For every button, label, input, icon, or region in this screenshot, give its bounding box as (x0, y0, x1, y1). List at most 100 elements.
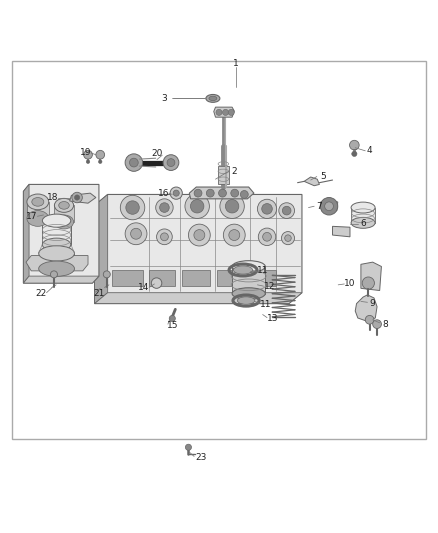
Circle shape (365, 316, 374, 324)
Text: 18: 18 (47, 193, 59, 202)
Circle shape (50, 271, 57, 278)
Circle shape (96, 150, 105, 159)
Text: 13: 13 (266, 314, 278, 324)
Bar (252, 270, 276, 286)
Circle shape (226, 199, 239, 213)
Text: 20: 20 (151, 149, 162, 158)
Text: 10: 10 (344, 279, 356, 288)
Circle shape (86, 160, 90, 164)
Circle shape (231, 189, 239, 197)
Polygon shape (23, 184, 99, 283)
Circle shape (194, 230, 205, 240)
Polygon shape (355, 295, 377, 321)
Text: 23: 23 (195, 453, 206, 462)
Polygon shape (23, 276, 99, 283)
Bar (351, 207, 375, 223)
Circle shape (223, 224, 245, 246)
Circle shape (262, 204, 272, 214)
Circle shape (125, 223, 147, 245)
Ellipse shape (351, 202, 375, 213)
Circle shape (325, 202, 333, 211)
Circle shape (103, 271, 110, 278)
Ellipse shape (59, 201, 69, 209)
Circle shape (185, 444, 191, 450)
Bar (217, 270, 245, 286)
Text: 16: 16 (158, 189, 170, 198)
Circle shape (194, 189, 202, 197)
Polygon shape (189, 187, 254, 199)
Text: 9: 9 (370, 299, 375, 308)
Polygon shape (23, 184, 29, 283)
Circle shape (223, 109, 229, 116)
Text: 12: 12 (264, 281, 275, 290)
Circle shape (258, 199, 277, 219)
Polygon shape (95, 195, 302, 304)
Text: 6: 6 (360, 219, 366, 228)
Circle shape (159, 203, 169, 212)
Ellipse shape (39, 246, 74, 261)
Ellipse shape (351, 217, 375, 228)
Text: 17: 17 (26, 212, 38, 221)
Ellipse shape (237, 297, 255, 304)
Bar (12, 61, 426, 439)
Circle shape (191, 199, 204, 213)
Bar (232, 266, 265, 294)
Ellipse shape (39, 261, 74, 276)
Circle shape (74, 195, 80, 200)
Polygon shape (70, 193, 96, 203)
Circle shape (72, 192, 82, 203)
Circle shape (279, 203, 294, 219)
Circle shape (240, 190, 248, 198)
Circle shape (99, 160, 102, 164)
Bar (27, 202, 49, 219)
Text: 4: 4 (367, 146, 372, 155)
Circle shape (125, 154, 143, 171)
Text: 11: 11 (261, 301, 272, 310)
Bar (149, 270, 175, 286)
Ellipse shape (42, 214, 71, 227)
Text: 1: 1 (233, 59, 238, 68)
Polygon shape (332, 227, 350, 237)
Ellipse shape (27, 194, 49, 210)
Text: 7: 7 (317, 202, 322, 211)
Circle shape (229, 230, 240, 240)
Circle shape (173, 190, 179, 196)
Circle shape (206, 189, 214, 197)
Ellipse shape (54, 215, 74, 229)
Circle shape (169, 316, 175, 321)
Ellipse shape (233, 266, 253, 274)
Circle shape (131, 228, 141, 239)
Polygon shape (95, 195, 108, 304)
Circle shape (163, 155, 179, 171)
Text: 15: 15 (166, 321, 178, 330)
Bar (42, 221, 71, 245)
Circle shape (352, 151, 357, 157)
Circle shape (320, 198, 338, 215)
Circle shape (84, 150, 92, 159)
Polygon shape (304, 177, 319, 185)
Ellipse shape (54, 198, 74, 212)
Circle shape (258, 228, 276, 246)
Circle shape (130, 158, 138, 167)
Bar (218, 166, 229, 183)
Circle shape (126, 201, 139, 214)
Polygon shape (95, 293, 302, 304)
Bar (182, 270, 210, 286)
Ellipse shape (32, 198, 44, 206)
Polygon shape (214, 107, 234, 117)
Text: 2: 2 (231, 167, 237, 176)
Ellipse shape (232, 288, 265, 300)
Circle shape (283, 206, 291, 215)
Ellipse shape (42, 238, 71, 251)
Circle shape (151, 278, 162, 288)
Text: 22: 22 (35, 289, 47, 298)
Text: 3: 3 (162, 94, 167, 103)
Circle shape (185, 194, 209, 219)
Circle shape (373, 320, 381, 328)
Ellipse shape (206, 94, 220, 102)
Circle shape (263, 232, 272, 241)
Text: 8: 8 (382, 320, 388, 329)
Text: 11: 11 (257, 266, 268, 276)
Bar (39, 253, 74, 269)
Circle shape (219, 189, 226, 197)
